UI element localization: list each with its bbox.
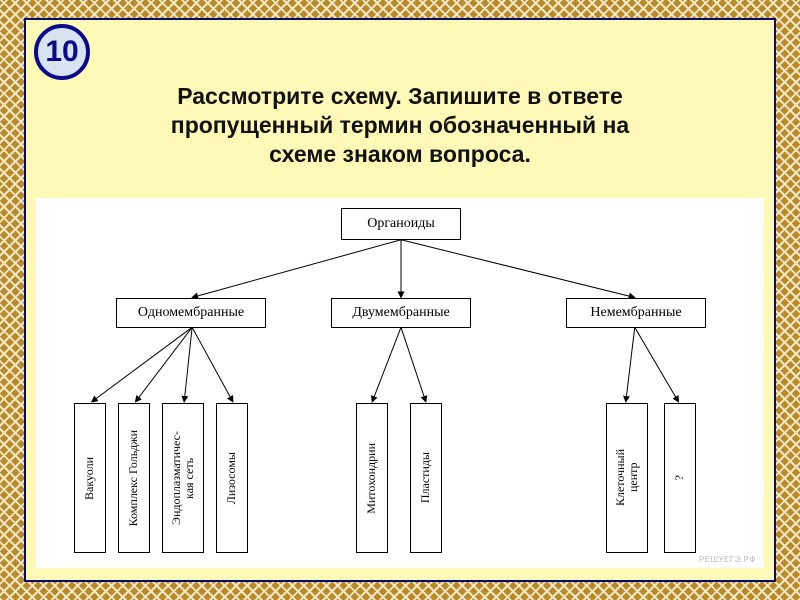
leaf-node: Лизосомы [216,403,248,553]
tree-node: Одномембранные [116,298,266,328]
watermark: РЕШУЕГЭ.РФ [699,555,756,564]
tree-diagram: РЕШУЕГЭ.РФ Органоиды Одномембранные Двумем… [36,198,764,568]
leaf-label: Эндоплазматичес- кая сеть [170,431,196,525]
leaf-node: Клеточный центр [606,403,648,553]
question-number-badge: 10 [34,24,90,80]
leaf-node: Комплекс Гольджи [118,403,150,553]
tree-node: Двумембранные [331,298,471,328]
leaf-label: ? [673,475,686,480]
instruction-title: Рассмотрите схему. Запишите в ответе про… [26,82,774,168]
tree-node: Органоиды [341,208,461,240]
leaf-node: Пластиды [410,403,442,553]
content-panel: 10 Рассмотрите схему. Запишите в ответе … [24,18,776,582]
title-line-2: пропущенный термин обозначенный на [171,112,629,138]
leaf-node: Митохондрии [356,403,388,553]
title-line-1: Рассмотрите схему. Запишите в ответе [177,83,623,109]
slide-frame: 10 Рассмотрите схему. Запишите в ответе … [0,0,800,600]
leaf-label: Клеточный центр [614,449,640,506]
leaf-node: Эндоплазматичес- кая сеть [162,403,204,553]
leaf-label: Митохондрии [365,443,378,514]
leaf-label: Пластиды [419,452,432,503]
leaf-node: Вакуоли [74,403,106,553]
leaf-label: Вакуоли [83,457,96,500]
title-line-3: схеме знаком вопроса. [269,141,531,167]
leaf-label: Комплекс Гольджи [127,430,140,526]
tree-node: Немембранные [566,298,706,328]
leaf-node: ? [664,403,696,553]
leaf-label: Лизосомы [225,452,238,504]
